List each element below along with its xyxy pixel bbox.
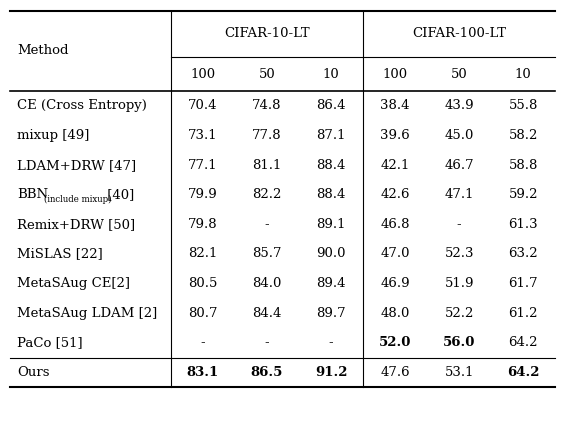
Text: 50: 50 <box>259 67 275 81</box>
Text: 64.2: 64.2 <box>509 336 538 349</box>
Text: 84.4: 84.4 <box>252 307 282 320</box>
Text: 87.1: 87.1 <box>316 129 346 142</box>
Text: 61.7: 61.7 <box>509 277 538 290</box>
Text: [40]: [40] <box>103 188 134 201</box>
Text: 88.4: 88.4 <box>316 188 346 201</box>
Text: 85.7: 85.7 <box>252 248 282 260</box>
Text: 80.5: 80.5 <box>188 277 217 290</box>
Text: CE (Cross Entropy): CE (Cross Entropy) <box>17 100 147 112</box>
Text: 82.2: 82.2 <box>252 188 282 201</box>
Text: -: - <box>265 336 269 349</box>
Text: 52.2: 52.2 <box>445 307 474 320</box>
Text: 61.2: 61.2 <box>509 307 538 320</box>
Text: 80.7: 80.7 <box>188 307 217 320</box>
Text: 42.6: 42.6 <box>380 188 410 201</box>
Text: 47.6: 47.6 <box>380 366 410 379</box>
Text: 50: 50 <box>451 67 468 81</box>
Text: 84.0: 84.0 <box>252 277 282 290</box>
Text: 81.1: 81.1 <box>252 159 282 172</box>
Text: 74.8: 74.8 <box>252 100 282 112</box>
Text: -: - <box>265 218 269 231</box>
Text: 47.1: 47.1 <box>445 188 474 201</box>
Text: 77.8: 77.8 <box>252 129 282 142</box>
Text: -: - <box>329 336 333 349</box>
Text: 82.1: 82.1 <box>188 248 217 260</box>
Text: 63.2: 63.2 <box>509 248 538 260</box>
Text: mixup [49]: mixup [49] <box>17 129 89 142</box>
Text: 100: 100 <box>383 67 407 81</box>
Text: 89.1: 89.1 <box>316 218 346 231</box>
Text: 86.5: 86.5 <box>251 366 283 379</box>
Text: 73.1: 73.1 <box>188 129 217 142</box>
Text: MetaSAug CE[2]: MetaSAug CE[2] <box>17 277 130 290</box>
Text: 46.9: 46.9 <box>380 277 410 290</box>
Text: Ours: Ours <box>17 366 49 379</box>
Text: 38.4: 38.4 <box>380 100 410 112</box>
Text: Method: Method <box>17 45 69 57</box>
Text: LDAM+DRW [47]: LDAM+DRW [47] <box>17 159 136 172</box>
Text: 91.2: 91.2 <box>315 366 347 379</box>
Text: -: - <box>457 218 461 231</box>
Text: 61.3: 61.3 <box>509 218 538 231</box>
Text: (include mixup): (include mixup) <box>44 195 111 204</box>
Text: 83.1: 83.1 <box>187 366 219 379</box>
Text: 77.1: 77.1 <box>188 159 217 172</box>
Text: 100: 100 <box>191 67 215 81</box>
Text: 79.9: 79.9 <box>188 188 218 201</box>
Text: Remix+DRW [50]: Remix+DRW [50] <box>17 218 135 231</box>
Text: 42.1: 42.1 <box>380 159 410 172</box>
Text: 64.2: 64.2 <box>507 366 540 379</box>
Text: 43.9: 43.9 <box>445 100 474 112</box>
Text: 79.8: 79.8 <box>188 218 217 231</box>
Text: 55.8: 55.8 <box>509 100 538 112</box>
Text: 48.0: 48.0 <box>380 307 410 320</box>
Text: CIFAR-10-LT: CIFAR-10-LT <box>224 27 310 40</box>
Text: 45.0: 45.0 <box>445 129 474 142</box>
Text: 89.4: 89.4 <box>316 277 346 290</box>
Text: 56.0: 56.0 <box>443 336 475 349</box>
Text: 52.0: 52.0 <box>379 336 411 349</box>
Text: MiSLAS [22]: MiSLAS [22] <box>17 248 103 260</box>
Text: 58.8: 58.8 <box>509 159 538 172</box>
Text: 10: 10 <box>515 67 532 81</box>
Text: 90.0: 90.0 <box>316 248 346 260</box>
Text: MetaSAug LDAM [2]: MetaSAug LDAM [2] <box>17 307 157 320</box>
Text: BBN: BBN <box>17 188 48 201</box>
Text: 88.4: 88.4 <box>316 159 346 172</box>
Text: 58.2: 58.2 <box>509 129 538 142</box>
Text: 86.4: 86.4 <box>316 100 346 112</box>
Text: 59.2: 59.2 <box>509 188 538 201</box>
Text: -: - <box>201 336 205 349</box>
Text: 10: 10 <box>323 67 339 81</box>
Text: 89.7: 89.7 <box>316 307 346 320</box>
Text: 46.8: 46.8 <box>380 218 410 231</box>
Text: 53.1: 53.1 <box>445 366 474 379</box>
Text: 46.7: 46.7 <box>445 159 474 172</box>
Text: 51.9: 51.9 <box>445 277 474 290</box>
Text: PaCo [51]: PaCo [51] <box>17 336 83 349</box>
Text: 39.6: 39.6 <box>380 129 410 142</box>
Text: 52.3: 52.3 <box>445 248 474 260</box>
Text: CIFAR-100-LT: CIFAR-100-LT <box>412 27 506 40</box>
Text: 47.0: 47.0 <box>380 248 410 260</box>
Text: 70.4: 70.4 <box>188 100 217 112</box>
